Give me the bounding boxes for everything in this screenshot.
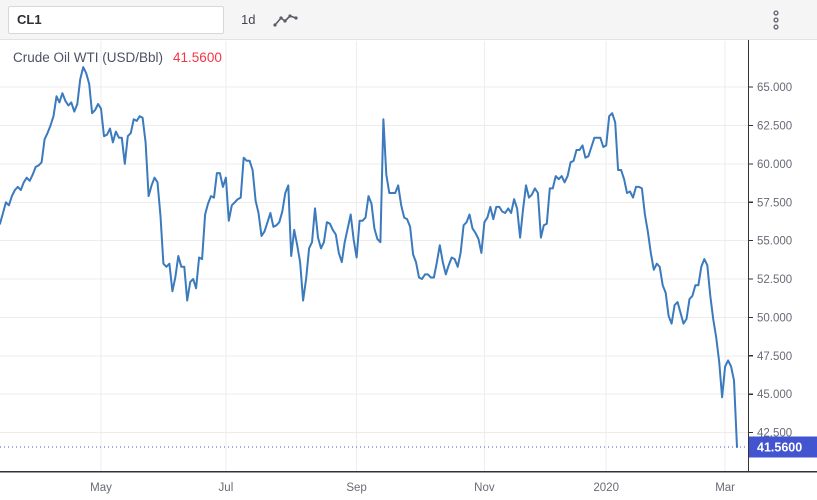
toolbar: 1d xyxy=(0,0,817,40)
x-axis-label: Nov xyxy=(474,482,495,494)
x-axis-label: May xyxy=(90,482,112,494)
line-chart-type-icon[interactable] xyxy=(273,12,299,28)
y-axis-label: 50.000 xyxy=(757,312,792,324)
y-axis-label: 57.500 xyxy=(757,197,792,209)
series-line xyxy=(0,66,738,448)
y-axis-label: 65.000 xyxy=(757,82,792,94)
kebab-menu-icon[interactable] xyxy=(772,9,780,31)
x-axis-label: Jul xyxy=(219,482,234,494)
x-axis-label: Sep xyxy=(346,482,366,494)
symbol-input[interactable] xyxy=(8,5,224,34)
interval-selector[interactable]: 1d xyxy=(241,12,256,27)
price-chart[interactable]: 65.000 62.500 60.000 57.500 55.000 52.500 50.0… xyxy=(0,40,817,500)
x-axis-label: 2020 xyxy=(593,482,619,494)
last-price-badge: 41.5600 xyxy=(749,436,817,458)
y-axis-label: 52.500 xyxy=(757,274,792,286)
svg-text:41.5600: 41.5600 xyxy=(757,441,802,455)
y-axis-labels: 65.000 62.500 60.000 57.500 55.000 52.500 50.0… xyxy=(748,82,792,440)
y-axis-label: 45.000 xyxy=(757,389,792,401)
y-axis-label: 55.000 xyxy=(757,236,792,248)
price-chart-canvas[interactable]: 65.000 62.500 60.000 57.500 55.000 52.500 50.0… xyxy=(0,40,817,500)
x-axis-labels: May Jul Sep Nov 2020 Mar xyxy=(90,482,735,494)
y-gridlines xyxy=(0,86,748,434)
y-axis-label: 47.500 xyxy=(757,351,792,363)
y-axis-label: 62.500 xyxy=(757,120,792,132)
x-axis-label: Mar xyxy=(715,482,735,494)
y-axis-label: 60.000 xyxy=(757,159,792,171)
